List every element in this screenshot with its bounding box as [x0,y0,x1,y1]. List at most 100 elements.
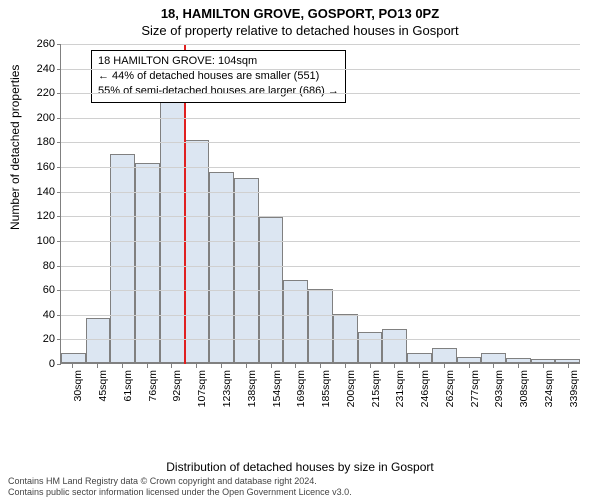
bar [234,178,259,363]
grid-area: 18 HAMILTON GROVE: 104sqm ← 44% of detac… [60,44,580,364]
x-tick-mark [493,364,494,368]
x-tick: 200sqm [332,364,357,414]
bar [209,172,234,363]
x-tick-mark [345,364,346,368]
x-tick-label: 169sqm [295,370,307,407]
x-tick-mark [221,364,222,368]
x-tick-mark [518,364,519,368]
x-tick: 107sqm [184,364,209,414]
x-tick: 92sqm [159,364,184,414]
y-tick-mark [57,241,61,242]
x-tick-mark [469,364,470,368]
bar [61,353,86,363]
bar [110,154,135,363]
grid-line [61,266,580,267]
y-tick-mark [57,167,61,168]
x-tick-mark [122,364,123,368]
grid-line [61,167,580,168]
y-tick-mark [57,142,61,143]
bar [506,358,531,363]
grid-line [61,44,580,45]
x-tick: 262sqm [431,364,456,414]
bar [481,353,506,363]
grid-line [61,192,580,193]
grid-line [61,216,580,217]
chart-title-main: 18, HAMILTON GROVE, GOSPORT, PO13 0PZ [0,0,600,21]
x-tick: 185sqm [308,364,333,414]
x-tick-mark [543,364,544,368]
x-tick-mark [568,364,569,368]
x-tick-mark [419,364,420,368]
x-tick-mark [246,364,247,368]
y-tick-mark [57,339,61,340]
x-tick-label: 246sqm [419,370,431,407]
x-tick-label: 138sqm [246,370,258,407]
x-tick-label: 231sqm [394,370,406,407]
info-box: 18 HAMILTON GROVE: 104sqm ← 44% of detac… [91,50,346,103]
x-tick: 293sqm [481,364,506,414]
x-tick-mark [444,364,445,368]
y-tick-mark [57,69,61,70]
x-tick-label: 308sqm [518,370,530,407]
x-tick: 215sqm [357,364,382,414]
x-tick-label: 92sqm [171,370,183,402]
x-tick: 30sqm [60,364,85,414]
y-axis-label: Number of detached properties [8,65,22,230]
x-tick-label: 215sqm [370,370,382,407]
bar [185,140,210,363]
chart-container: 18, HAMILTON GROVE, GOSPORT, PO13 0PZ Si… [0,0,600,500]
x-tick-mark [196,364,197,368]
x-tick: 308sqm [506,364,531,414]
grid-line [61,241,580,242]
bar [308,289,333,363]
info-line-3: 55% of semi-detached houses are larger (… [98,84,339,99]
x-tick-label: 123sqm [221,370,233,407]
x-tick-mark [295,364,296,368]
info-line-1: 18 HAMILTON GROVE: 104sqm [98,54,339,69]
x-tick: 246sqm [407,364,432,414]
bar [283,280,308,363]
x-tick-mark [147,364,148,368]
x-tick-label: 262sqm [444,370,456,407]
x-tick-label: 339sqm [568,370,580,407]
grid-line [61,339,580,340]
bar [358,332,383,363]
x-tick-label: 277sqm [469,370,481,407]
x-tick-label: 45sqm [97,370,109,402]
bar [135,163,160,363]
x-tick-label: 293sqm [493,370,505,407]
y-tick-mark [57,118,61,119]
y-tick-mark [57,290,61,291]
bar [432,348,457,363]
x-tick-mark [97,364,98,368]
info-line-2: ← 44% of detached houses are smaller (55… [98,69,339,84]
x-tick-mark [72,364,73,368]
plot-area: 18 HAMILTON GROVE: 104sqm ← 44% of detac… [60,44,580,414]
x-tick-label: 107sqm [196,370,208,407]
y-tick-mark [57,216,61,217]
grid-line [61,315,580,316]
x-tick: 61sqm [110,364,135,414]
x-tick: 324sqm [531,364,556,414]
x-tick: 339sqm [555,364,580,414]
bar [160,98,185,363]
bar [555,359,580,363]
x-tick-mark [370,364,371,368]
x-tick: 231sqm [382,364,407,414]
bar [531,359,556,363]
x-tick-label: 30sqm [72,370,84,402]
bar [457,357,482,363]
x-tick-label: 154sqm [271,370,283,407]
x-tick: 123sqm [209,364,234,414]
x-tick: 169sqm [283,364,308,414]
bar [382,329,407,363]
x-axis-label: Distribution of detached houses by size … [0,460,600,474]
grid-line [61,69,580,70]
x-tick-label: 324sqm [543,370,555,407]
x-tick-label: 185sqm [320,370,332,407]
grid-line [61,142,580,143]
grid-line [61,93,580,94]
bar [407,353,432,363]
x-tick: 277sqm [456,364,481,414]
x-ticks-group: 30sqm45sqm61sqm76sqm92sqm107sqm123sqm138… [60,364,580,414]
